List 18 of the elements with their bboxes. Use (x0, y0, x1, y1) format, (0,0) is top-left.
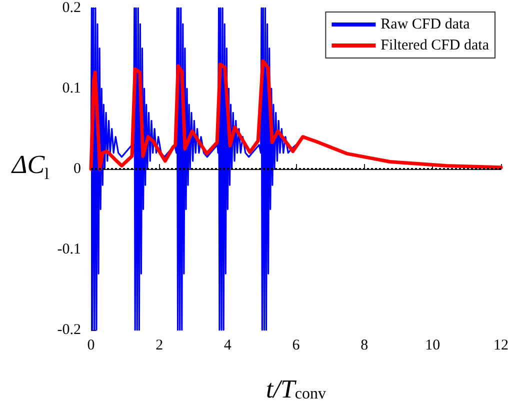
x-tick-label: 0 (87, 338, 95, 354)
y-tick-label: -0.1 (57, 242, 81, 258)
x-tick-label: 12 (494, 338, 508, 354)
legend-label: Filtered CFD data (380, 38, 490, 54)
x-tick-label: 8 (360, 338, 368, 354)
line-series (90, 7, 297, 331)
y-tick-label: 0.1 (62, 80, 81, 96)
legend-label: Raw CFD data (380, 16, 470, 32)
x-axis-title: t/Tconv (266, 374, 326, 404)
x-tick-label: 10 (425, 338, 440, 354)
y-axis-title: ΔC$_{l}$ (12, 150, 50, 186)
y-tick-label: 0.2 (62, 0, 81, 16)
x-tick-label: 6 (292, 338, 300, 354)
y-tick-label: -0.2 (57, 322, 81, 338)
x-tick-label: 2 (156, 338, 164, 354)
line-series (89, 59, 503, 171)
x-tick-label: 4 (224, 338, 232, 354)
y-tick-label: 0 (74, 161, 81, 177)
